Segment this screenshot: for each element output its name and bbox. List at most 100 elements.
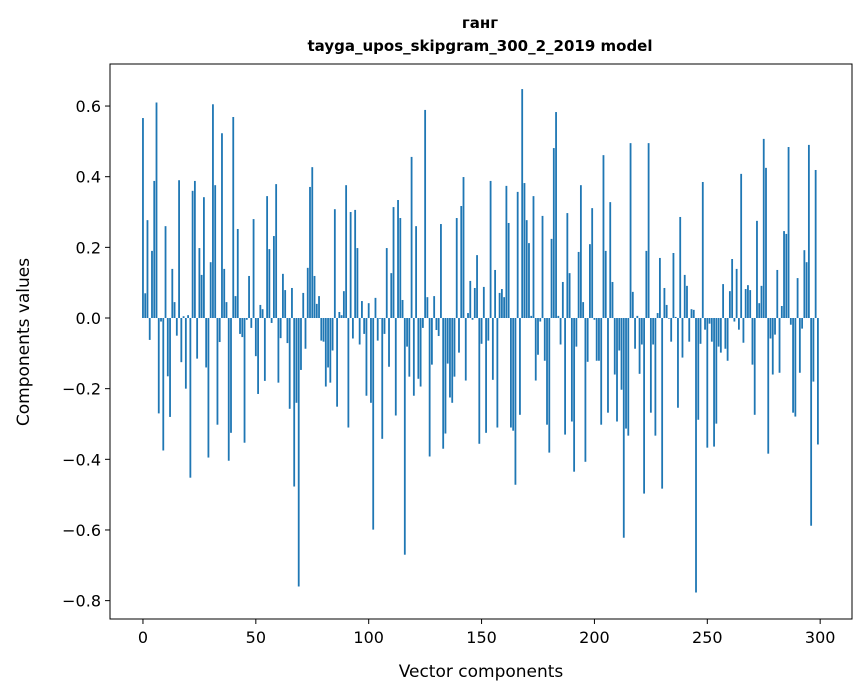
bar [672,253,675,319]
bar [327,318,329,368]
bar [345,185,348,319]
bar [643,318,645,494]
bar [742,318,745,343]
bar [521,89,524,319]
bar [604,250,607,319]
bar [453,318,456,377]
bar [394,318,397,416]
bar [715,318,718,424]
bar [243,318,246,443]
bar [756,220,758,319]
bar [708,318,711,324]
bar [469,280,472,319]
bar [358,318,361,345]
bar [516,191,519,319]
bar [205,318,208,368]
bar [507,222,510,319]
bar [142,118,144,319]
bar [634,318,636,349]
bar [489,180,492,319]
x-axis-label: Vector components [399,662,564,682]
bar [591,208,594,319]
bar [232,116,235,319]
bar [555,112,557,319]
bar [259,304,262,319]
bar [762,138,765,319]
bar [162,318,165,451]
bar [184,318,187,389]
bar [270,318,273,323]
bar [654,318,657,436]
bar [410,156,413,319]
bar [363,318,366,334]
bar [322,318,325,342]
bar [706,318,709,448]
bar [315,303,318,319]
bar [792,318,794,413]
bar [783,231,785,319]
bar [279,318,282,339]
bar [291,287,293,319]
bar [342,291,345,319]
bar [618,318,621,351]
bar [697,318,700,420]
bar [464,318,467,381]
bar [505,185,508,319]
bar [494,269,497,319]
bar [424,109,427,319]
bar [817,318,819,445]
bar [514,318,517,485]
bar [155,102,158,319]
bar [293,318,296,487]
bar [318,296,320,319]
bar [153,180,156,319]
bar [738,318,740,330]
bar [225,302,228,319]
bar [412,318,415,396]
bar [485,318,487,433]
bar [356,248,359,319]
bar [471,318,474,320]
bar [171,268,174,319]
bar [207,318,210,458]
bar [304,318,307,349]
bar [300,318,302,370]
bar [248,275,250,319]
bar [769,318,772,339]
bar [758,303,761,319]
bar [600,318,603,425]
bar [379,318,381,319]
bar [652,318,655,345]
bar [668,318,670,319]
bar [568,273,571,319]
bar [663,287,666,319]
bar [586,318,589,362]
bar [807,144,810,319]
bar [803,250,806,319]
bar [440,224,442,319]
bar [747,285,749,319]
bar [717,318,720,347]
bar [284,290,287,319]
bar [444,318,447,434]
bar [367,303,370,319]
plot-frame [109,63,853,620]
bar [182,316,185,319]
bar [677,318,679,408]
bar [593,318,596,320]
bar [146,220,149,319]
y-tick-label: −0.2 [62,380,101,399]
y-axis: 0.6 0.4 0.2 0.0 −0.2 −0.4 −0.6 −0.8 [62,97,110,611]
bar [221,133,223,319]
bar [767,318,770,454]
bar [649,318,652,413]
bar [160,318,162,322]
bar [397,200,399,319]
bar [622,318,625,538]
bar [245,318,248,320]
bar [570,318,573,422]
bar [175,318,178,336]
bar [546,318,548,425]
bar [401,299,404,319]
